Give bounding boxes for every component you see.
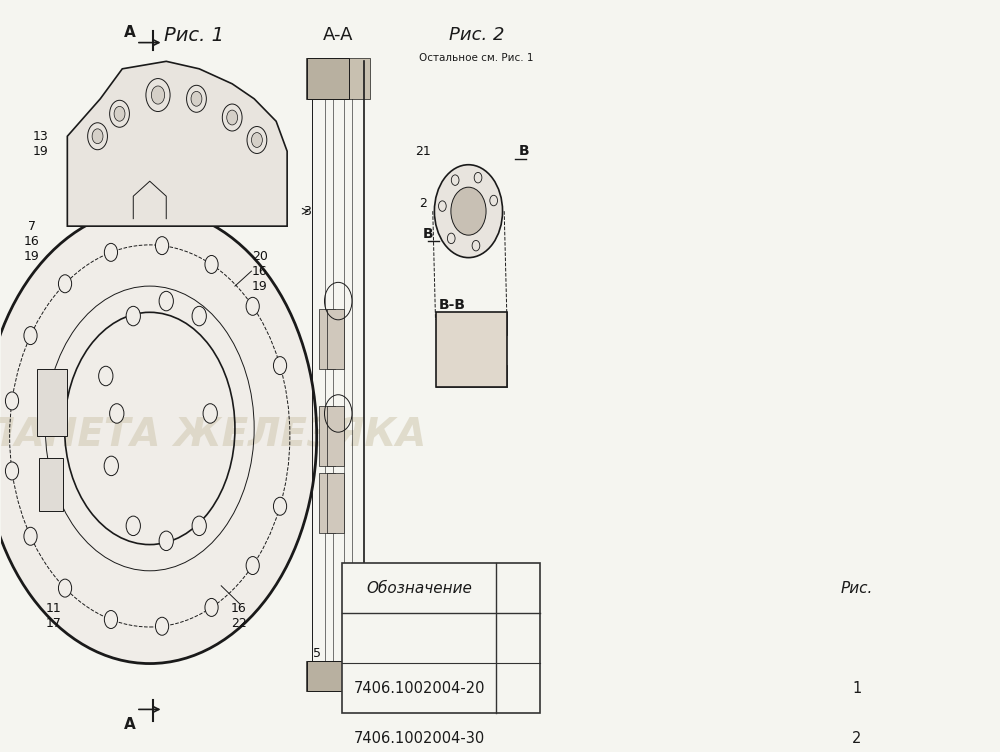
Bar [327,406,344,466]
Circle shape [203,404,217,423]
Text: 3: 3 [303,205,311,217]
Polygon shape [67,62,287,226]
Bar [436,365,507,387]
Text: 7
16
19: 7 16 19 [24,220,39,262]
Text: Рис. 2: Рис. 2 [449,26,504,44]
FancyBboxPatch shape [436,312,507,387]
Circle shape [0,208,317,663]
Circle shape [273,356,287,374]
Text: 13
19: 13 19 [33,130,49,158]
Text: 1: 1 [852,681,861,696]
Text: 2: 2 [852,731,862,746]
Circle shape [246,297,259,315]
Bar [307,58,349,99]
Circle shape [5,392,19,410]
Circle shape [159,531,173,550]
Bar [436,312,507,335]
Text: 4: 4 [498,332,505,345]
Circle shape [192,516,206,535]
Text: B: B [519,144,530,158]
Bar [327,308,344,368]
Bar [307,661,349,690]
Circle shape [24,326,37,344]
Bar [306,661,370,690]
Circle shape [434,165,503,258]
Text: 5: 5 [313,647,321,660]
Text: A: A [124,26,136,41]
Circle shape [246,556,259,575]
Circle shape [58,579,72,597]
Text: 21: 21 [416,144,431,158]
Circle shape [110,404,124,423]
Text: Остальное см. Рис. 1: Остальное см. Рис. 1 [419,53,534,62]
Text: Рис. 1: Рис. 1 [164,26,224,44]
Text: 7406.1002004-30: 7406.1002004-30 [354,731,485,746]
Circle shape [159,291,173,311]
Circle shape [114,106,125,121]
Text: 11
17: 11 17 [46,602,62,629]
Text: 7406.1002004-20: 7406.1002004-20 [353,681,485,696]
Text: A: A [124,717,136,732]
Text: 2: 2 [419,197,427,210]
Bar [319,474,335,533]
Bar [342,563,540,713]
Circle shape [24,527,37,545]
Circle shape [251,132,262,147]
Circle shape [205,599,218,617]
Circle shape [92,129,103,144]
Bar [327,474,344,533]
Circle shape [5,462,19,480]
Circle shape [205,256,218,274]
Text: ПЛАНЕТА ЖЕЛЕЗЯКА: ПЛАНЕТА ЖЕЛЕЗЯКА [0,417,426,455]
Circle shape [151,86,165,104]
Text: 1: 1 [323,662,331,675]
Circle shape [104,456,118,476]
Text: B-B: B-B [438,298,465,312]
Circle shape [126,306,140,326]
Circle shape [192,306,206,326]
Circle shape [126,516,140,535]
Circle shape [155,237,169,255]
Circle shape [155,617,169,635]
Text: 20
16
19: 20 16 19 [252,250,268,293]
Circle shape [273,497,287,515]
Text: A-A: A-A [323,26,353,44]
Bar [306,58,370,99]
Text: Рис.: Рис. [841,581,873,596]
Circle shape [104,611,118,629]
Text: 16
22: 16 22 [231,602,247,629]
Circle shape [58,274,72,293]
Circle shape [99,366,113,386]
Bar [319,308,335,368]
Circle shape [227,110,238,125]
Text: Обозначение: Обозначение [366,581,472,596]
Circle shape [451,187,486,235]
Bar [319,406,335,466]
FancyBboxPatch shape [37,368,67,436]
Circle shape [104,244,118,262]
Text: B: B [423,226,434,241]
FancyBboxPatch shape [39,459,63,511]
Circle shape [191,92,202,106]
